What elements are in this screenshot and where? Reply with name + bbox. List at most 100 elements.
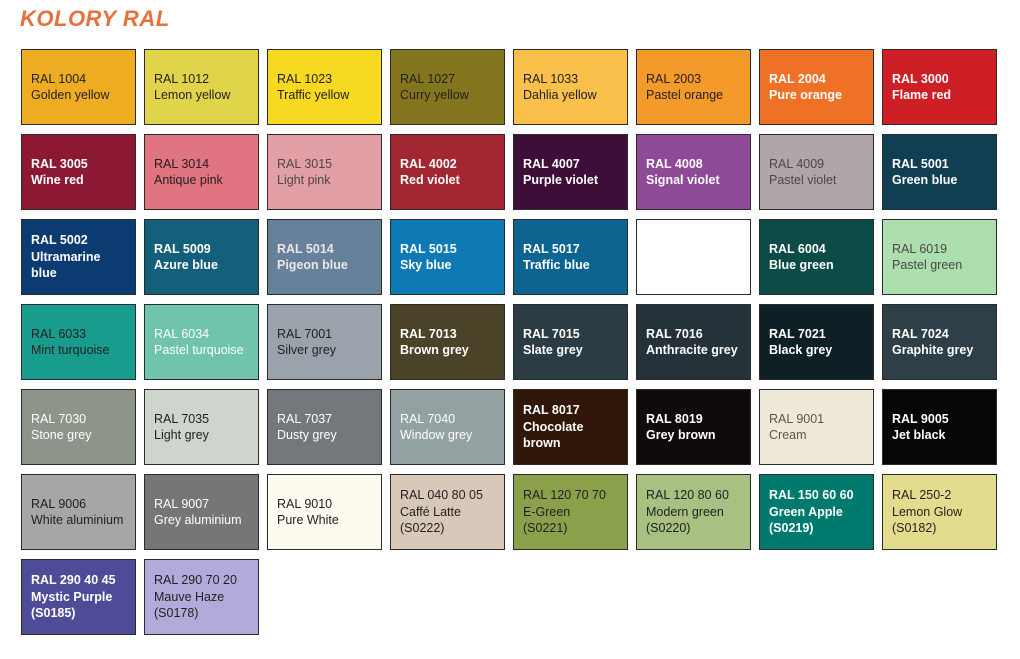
color-swatch[interactable]: RAL 290 70 20 Mauve Haze (S0178) — [144, 559, 259, 635]
color-swatch[interactable]: RAL 3014 Antique pink — [144, 134, 259, 210]
color-swatch[interactable]: RAL 1012 Lemon yellow — [144, 49, 259, 125]
swatch-code: RAL 7015 — [523, 326, 580, 341]
color-swatch[interactable]: RAL 9006 White aluminium — [21, 474, 136, 550]
color-swatch[interactable]: RAL 1023 Traffic yellow — [267, 49, 382, 125]
swatch-name: Dusty grey — [277, 428, 337, 442]
swatch-code: RAL 8019 — [646, 411, 703, 426]
swatch-name: Pastel turquoise — [154, 343, 244, 357]
swatch-name: Light grey — [154, 428, 209, 442]
color-swatch[interactable]: RAL 7021 Black grey — [759, 304, 874, 380]
color-swatch[interactable]: RAL 2003 Pastel orange — [636, 49, 751, 125]
color-swatch[interactable]: RAL 120 80 60 Modern green (S0220) — [636, 474, 751, 550]
swatch-name: Traffic yellow — [277, 88, 350, 102]
swatch-name: Anthracite grey — [646, 343, 738, 357]
color-swatch[interactable]: RAL 150 60 60 Green Apple (S0219) — [759, 474, 874, 550]
swatch-name: Traffic blue — [523, 258, 590, 272]
swatch-name: Pure orange — [769, 88, 842, 102]
swatch-name: Silver grey — [277, 343, 337, 357]
color-swatch[interactable]: RAL 4009 Pastel violet — [759, 134, 874, 210]
swatch-code: RAL 9006 — [31, 496, 87, 511]
swatch-code: RAL 4007 — [523, 156, 580, 171]
swatch-reference: (S0178) — [154, 606, 199, 621]
swatch-code: RAL 120 80 60 — [646, 488, 729, 503]
swatch-name: Lemon yellow — [154, 88, 231, 102]
swatch-code: RAL 3000 — [892, 71, 949, 86]
page-title: KOLORY RAL — [20, 6, 170, 31]
swatch-code: RAL 6019 — [892, 241, 948, 256]
color-swatch[interactable]: RAL 7040 Window grey — [390, 389, 505, 465]
swatch-name: Black grey — [769, 343, 833, 357]
swatch-code: RAL 7030 — [31, 411, 87, 426]
swatch-code: RAL 9001 — [769, 411, 825, 426]
swatch-code: RAL 120 70 70 — [523, 488, 606, 503]
swatch-name: Modern green — [646, 504, 724, 519]
swatch-code: RAL 9010 — [277, 496, 333, 511]
color-swatch[interactable]: RAL 1004 Golden yellow — [21, 49, 136, 125]
swatch-name: Pure White — [277, 513, 339, 527]
swatch-code: RAL 6033 — [31, 326, 87, 341]
color-swatch[interactable]: RAL 5002 Ultramarine blue — [21, 219, 136, 295]
swatch-code: RAL 7013 — [400, 326, 457, 341]
swatch-code: RAL 5001 — [892, 156, 949, 171]
swatch-name: Grey aluminium — [154, 513, 242, 527]
color-swatch[interactable]: RAL 7015 Slate grey — [513, 304, 628, 380]
color-swatch[interactable]: RAL 290 40 45 Mystic Purple (S0185) — [21, 559, 136, 635]
swatch-name: Mint turquoise — [31, 343, 110, 357]
color-swatch[interactable]: RAL 3000 Flame red — [882, 49, 997, 125]
swatch-name: Grey brown — [646, 428, 716, 442]
swatch-name: Purple violet — [523, 173, 599, 187]
color-swatch[interactable]: RAL 7024 Graphite grey — [882, 304, 997, 380]
color-swatch[interactable]: RAL 120 70 70 E-Green (S0221) — [513, 474, 628, 550]
swatch-code: RAL 1027 — [400, 71, 456, 86]
color-swatch[interactable]: RAL 5022 Night blue — [636, 219, 751, 295]
color-swatch[interactable]: RAL 7016 Anthracite grey — [636, 304, 751, 380]
color-swatch[interactable]: RAL 9005 Jet black — [882, 389, 997, 465]
color-swatch[interactable]: RAL 5009 Azure blue — [144, 219, 259, 295]
swatch-reference: (S0222) — [400, 521, 445, 536]
color-swatch[interactable]: RAL 4002 Red violet — [390, 134, 505, 210]
color-swatch[interactable]: RAL 5015 Sky blue — [390, 219, 505, 295]
swatch-name: Azure blue — [154, 258, 218, 272]
color-swatch[interactable]: RAL 7001 Silver grey — [267, 304, 382, 380]
swatch-code: RAL 250-2 — [892, 488, 952, 503]
color-swatch[interactable]: RAL 7035 Light grey — [144, 389, 259, 465]
swatch-name: Antique pink — [154, 173, 223, 187]
color-swatch[interactable]: RAL 7037 Dusty grey — [267, 389, 382, 465]
color-swatch[interactable]: RAL 5001 Green blue — [882, 134, 997, 210]
swatch-code: RAL 7040 — [400, 411, 456, 426]
color-swatch[interactable]: RAL 8019 Grey brown — [636, 389, 751, 465]
color-swatch[interactable]: RAL 4007 Purple violet — [513, 134, 628, 210]
swatch-reference: (S0221) — [523, 521, 568, 536]
color-swatch[interactable]: RAL 8017 Chocolate brown — [513, 389, 628, 465]
swatch-code: RAL 4009 — [769, 156, 825, 171]
color-swatch[interactable]: RAL 2004 Pure orange — [759, 49, 874, 125]
color-swatch[interactable]: RAL 5017 Traffic blue — [513, 219, 628, 295]
color-swatch[interactable]: RAL 5014 Pigeon blue — [267, 219, 382, 295]
color-swatch[interactable]: RAL 7013 Brown grey — [390, 304, 505, 380]
swatch-name: Ultramarine blue — [31, 249, 101, 281]
color-swatch[interactable]: RAL 6034 Pastel turquoise — [144, 304, 259, 380]
color-swatch[interactable]: RAL 040 80 05 Caffé Latte (S0222) — [390, 474, 505, 550]
swatch-name: Curry yellow — [400, 88, 469, 102]
color-swatch[interactable]: RAL 6033 Mint turquoise — [21, 304, 136, 380]
color-swatch[interactable]: RAL 4008 Signal violet — [636, 134, 751, 210]
color-swatch[interactable]: RAL 3015 Light pink — [267, 134, 382, 210]
color-swatch[interactable]: RAL 3005 Wine red — [21, 134, 136, 210]
swatch-code: RAL 5009 — [154, 241, 211, 256]
color-swatch[interactable]: RAL 9007 Grey aluminium — [144, 474, 259, 550]
swatch-grid: RAL 1004 Golden yellow RAL 1012 Lemon yello… — [21, 49, 1001, 635]
color-swatch[interactable]: RAL 7030 Stone grey — [21, 389, 136, 465]
color-swatch[interactable]: RAL 250-2 Lemon Glow (S0182) — [882, 474, 997, 550]
color-swatch[interactable]: RAL 6019 Pastel green — [882, 219, 997, 295]
swatch-code: RAL 6034 — [154, 326, 210, 341]
swatch-code: RAL 290 70 20 — [154, 573, 237, 588]
swatch-code: RAL 2003 — [646, 71, 702, 86]
color-swatch[interactable]: RAL 1033 Dahlia yellow — [513, 49, 628, 125]
color-swatch[interactable]: RAL 1027 Curry yellow — [390, 49, 505, 125]
color-swatch[interactable]: RAL 6004 Blue green — [759, 219, 874, 295]
swatch-code: RAL 7016 — [646, 326, 703, 341]
color-swatch[interactable]: RAL 9010 Pure White — [267, 474, 382, 550]
swatch-name: Chocolate brown — [523, 419, 584, 451]
color-swatch[interactable]: RAL 9001 Cream — [759, 389, 874, 465]
